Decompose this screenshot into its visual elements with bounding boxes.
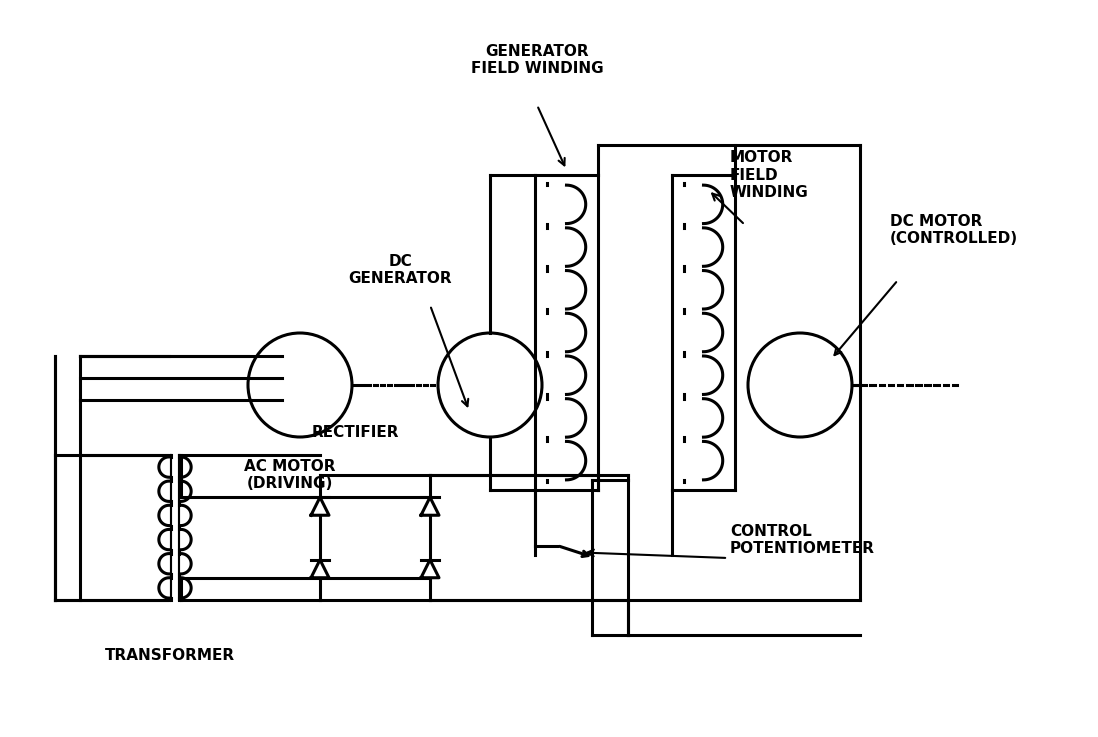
- Text: GENERATOR
FIELD WINDING: GENERATOR FIELD WINDING: [471, 43, 603, 76]
- Text: MOTOR
FIELD
WINDING: MOTOR FIELD WINDING: [730, 150, 809, 200]
- Text: TRANSFORMER: TRANSFORMER: [105, 648, 235, 663]
- Text: DC
GENERATOR: DC GENERATOR: [348, 254, 451, 286]
- Text: RECTIFIER: RECTIFIER: [311, 425, 399, 440]
- Text: AC MOTOR
(DRIVING): AC MOTOR (DRIVING): [244, 459, 336, 491]
- Text: CONTROL
POTENTIOMETER: CONTROL POTENTIOMETER: [730, 524, 875, 556]
- Text: DC MOTOR
(CONTROLLED): DC MOTOR (CONTROLLED): [890, 214, 1018, 246]
